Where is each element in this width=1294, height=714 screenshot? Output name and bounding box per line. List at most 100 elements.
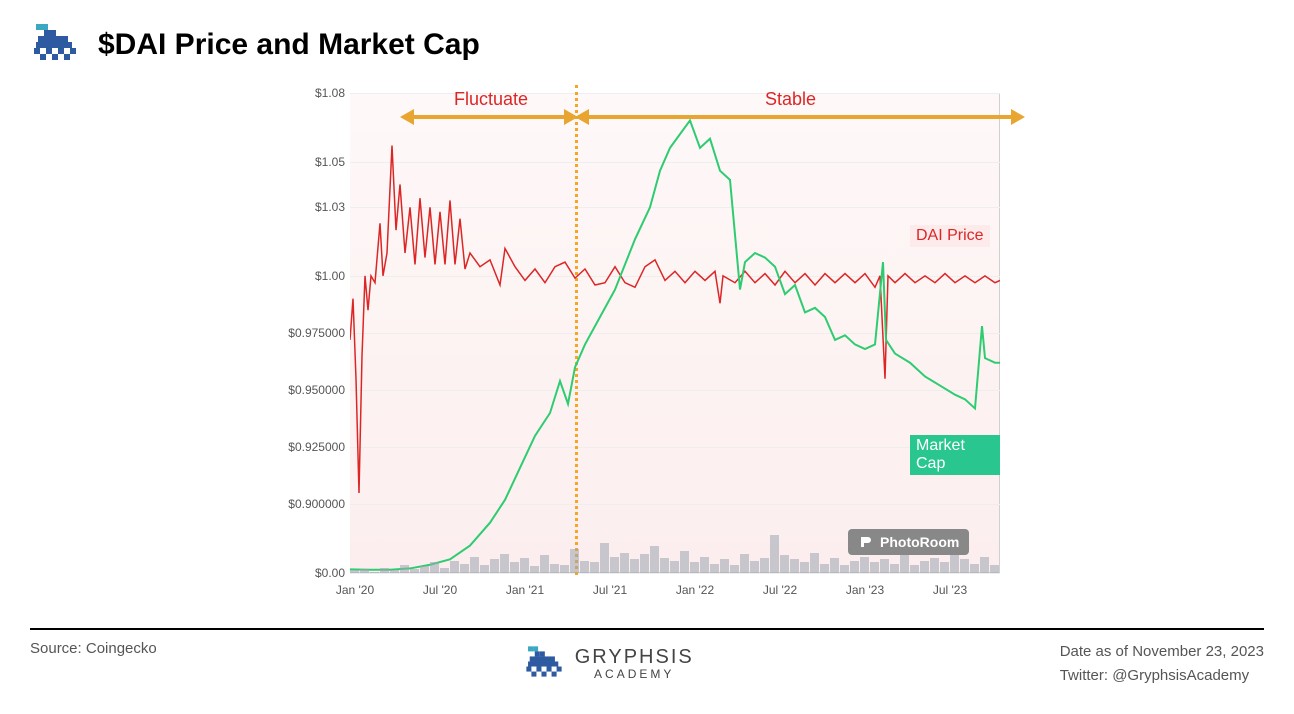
brand-name: GRYPHSIS [575,647,694,668]
y-axis-label: $0.975000 [288,326,345,340]
volume-bar [650,546,659,573]
gryphsis-logo-icon [30,20,80,70]
x-axis-label: Jan '21 [506,583,544,597]
volume-bar [580,561,589,573]
volume-bar [440,568,449,573]
footer-brand: GRYPHSIS ACADEMY [523,640,694,688]
volume-bar [460,564,469,574]
volume-bar [690,562,699,573]
volume-bar [360,569,369,573]
date-text: Date as of November 23, 2023 [1060,640,1264,664]
volume-bar [520,558,529,573]
x-axis-label: Jul '22 [763,583,797,597]
photoroom-icon [858,534,874,550]
volume-bar [400,565,409,573]
slide-header: $DAI Price and Market Cap [30,20,480,70]
volume-bar [490,559,499,573]
volume-bar [420,566,429,573]
volume-bar [660,558,669,573]
dai-price-label: DAI Price [910,225,990,247]
y-axis-label: $1.03 [315,200,345,214]
gryphsis-footer-icon [523,643,565,685]
volume-bar [560,565,569,573]
volume-bar [730,565,739,573]
volume-bar [390,570,399,573]
volume-bar [640,554,649,573]
volume-bar [570,549,579,573]
photoroom-watermark: PhotoRoom [848,529,969,555]
volume-bar [500,554,509,573]
volume-bar [620,553,629,573]
volume-bar [900,555,909,573]
volume-bar [780,555,789,573]
volume-bar [700,557,709,573]
y-axis-label: $0.00 [315,566,345,580]
chart-lines [350,93,1000,573]
volume-bar [790,559,799,573]
volume-bar [870,562,879,573]
volume-bar [590,562,599,573]
volume-bar [800,562,809,573]
volume-bar [910,565,919,573]
volume-bar [760,558,769,573]
x-axis-label: Jul '23 [933,583,967,597]
x-axis-label: Jan '20 [336,583,374,597]
y-axis-label: $1.05 [315,155,345,169]
x-axis-label: Jul '20 [423,583,457,597]
volume-bar [990,565,999,573]
volume-bar [710,564,719,574]
page-title: $DAI Price and Market Cap [98,28,480,62]
volume-bar [740,554,749,573]
watermark-text: PhotoRoom [880,534,959,550]
volume-bar [480,565,489,573]
y-axis-label: $1.08 [315,86,345,100]
volume-bar [930,558,939,573]
volume-bar [970,564,979,574]
volume-bar [350,570,359,573]
volume-bar [940,562,949,573]
volume-bar [840,565,849,573]
volume-bar [600,543,609,573]
slide-footer: Source: Coingecko GRYPHSIS ACADEMY Date … [30,640,1264,688]
volume-bar [850,561,859,573]
y-axis-label: $0.900000 [288,497,345,511]
volume-bar [820,564,829,574]
volume-bar [670,561,679,573]
volume-bar [610,557,619,573]
x-axis-label: Jul '21 [593,583,627,597]
volume-bar [810,553,819,573]
y-axis-label: $1.00 [315,269,345,283]
volume-bar [540,555,549,573]
volume-bar [370,572,379,573]
volume-bar [750,561,759,573]
volume-bar [380,568,389,573]
volume-bar [890,564,899,574]
brand-sub: ACADEMY [575,668,694,681]
x-axis-label: Jan '22 [676,583,714,597]
volume-bar [680,551,689,573]
volume-bar [960,559,969,573]
gridline [350,573,1000,574]
source-text: Source: Coingecko [30,640,157,688]
price-marketcap-chart: $1.08$1.05$1.03$1.00$0.975000$0.950000$0… [300,85,1000,615]
volume-bar [830,558,839,573]
twitter-text: Twitter: @GryphsisAcademy [1060,664,1264,688]
volume-bar [770,535,779,573]
volume-bar [950,554,959,573]
volume-bar [470,557,479,573]
volume-bar [980,557,989,573]
volume-bar [880,559,889,573]
y-axis-label: $0.950000 [288,383,345,397]
volume-bar [550,564,559,574]
footer-divider [30,628,1264,630]
volume-bar [450,561,459,573]
x-axis-label: Jan '23 [846,583,884,597]
volume-bar [530,566,539,573]
volume-bar [860,557,869,573]
volume-bar [920,561,929,573]
market-cap-label: Market Cap [910,435,1000,475]
volume-bar [510,562,519,573]
volume-bar [720,559,729,573]
volume-bar [630,559,639,573]
volume-bar [410,569,419,573]
